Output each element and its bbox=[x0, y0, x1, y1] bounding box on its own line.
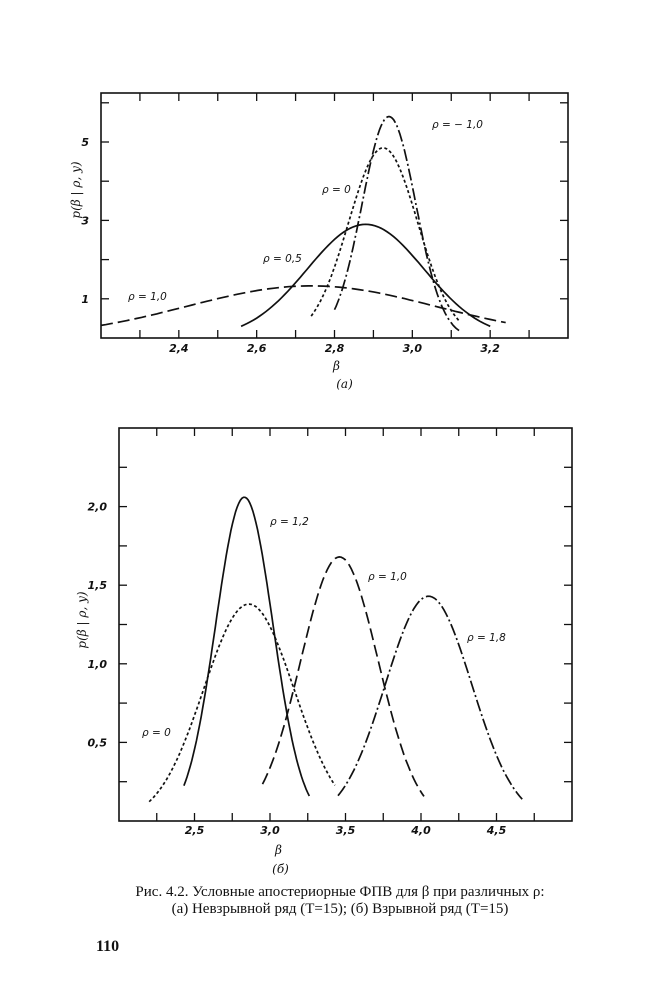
x-axis-label: β bbox=[332, 359, 340, 373]
x-tick-label: 3,2 bbox=[480, 342, 500, 355]
series-curve-1 bbox=[183, 496, 311, 797]
x-tick-label: 3,0 bbox=[260, 824, 280, 837]
x-tick-label: 2,8 bbox=[325, 342, 345, 355]
y-tick-label: 5 bbox=[81, 136, 89, 149]
series-label: ρ = 1,0 bbox=[128, 291, 167, 303]
series-label: ρ = 0,5 bbox=[263, 253, 302, 265]
chart-panel-a: 2,4 2,6 2,8 3,0 3,2 1 3 5 β (а) p(β | ρ, y) ρ = − 1… bbox=[69, 92, 569, 391]
y-axis-label: p(β | ρ, y) bbox=[69, 161, 83, 218]
y-tick-label: 0,5 bbox=[88, 736, 108, 749]
series-curve-1 bbox=[333, 115, 460, 332]
plot-frame bbox=[118, 427, 573, 822]
panel-label: (а) bbox=[336, 377, 353, 391]
y-tick-label: 3 bbox=[81, 214, 89, 227]
x-tick-label: 2,5 bbox=[185, 824, 205, 837]
plot-frame bbox=[100, 92, 569, 339]
series-label: ρ = − 1,0 bbox=[432, 119, 483, 131]
x-tick-label: 4,0 bbox=[410, 824, 431, 837]
series-curve-4 bbox=[100, 285, 506, 327]
series-curve-2 bbox=[148, 603, 336, 803]
y-tick-label: 1 bbox=[81, 293, 89, 306]
x-tick-label: 4,5 bbox=[486, 824, 507, 837]
panel-label: (б) bbox=[272, 862, 289, 876]
series-curve-4 bbox=[337, 595, 523, 800]
x-tick-label: 2,4 bbox=[169, 342, 189, 355]
x-tick-label: 2,6 bbox=[247, 342, 267, 355]
y-tick-label: 1,0 bbox=[88, 658, 108, 671]
series-label: ρ = 1,8 bbox=[467, 632, 506, 644]
x-tick-label: 3,5 bbox=[336, 824, 356, 837]
y-tick-label: 2,0 bbox=[88, 501, 108, 514]
y-axis-label: p(β | ρ, y) bbox=[75, 591, 89, 648]
x-axis-label: β bbox=[274, 843, 282, 857]
series-label: ρ = 1,0 bbox=[368, 571, 407, 583]
series-curve-3 bbox=[261, 556, 425, 797]
series-label: ρ = 0 bbox=[322, 184, 351, 196]
figure-caption: Рис. 4.2. Условные апостериорные ФПВ для… bbox=[60, 884, 620, 918]
series-curve-2 bbox=[310, 147, 460, 322]
series-curve-3 bbox=[240, 223, 491, 328]
caption-line-1: Рис. 4.2. Условные апостериорные ФПВ для… bbox=[135, 884, 545, 900]
chart-panel-b: 2,5 3,0 3,5 4,0 4,5 0,5 1,0 1,5 2,0 β (б) p(β | ρ, … bbox=[75, 427, 573, 876]
series-label: ρ = 1,2 bbox=[270, 516, 309, 528]
y-tick-label: 1,5 bbox=[88, 579, 108, 592]
x-tick-label: 3,0 bbox=[403, 342, 423, 355]
series-label: ρ = 0 bbox=[142, 727, 171, 739]
page-number: 110 bbox=[96, 938, 120, 955]
caption-line-2: (а) Невзрывной ряд (T=15); (б) Взрывной … bbox=[171, 901, 509, 917]
